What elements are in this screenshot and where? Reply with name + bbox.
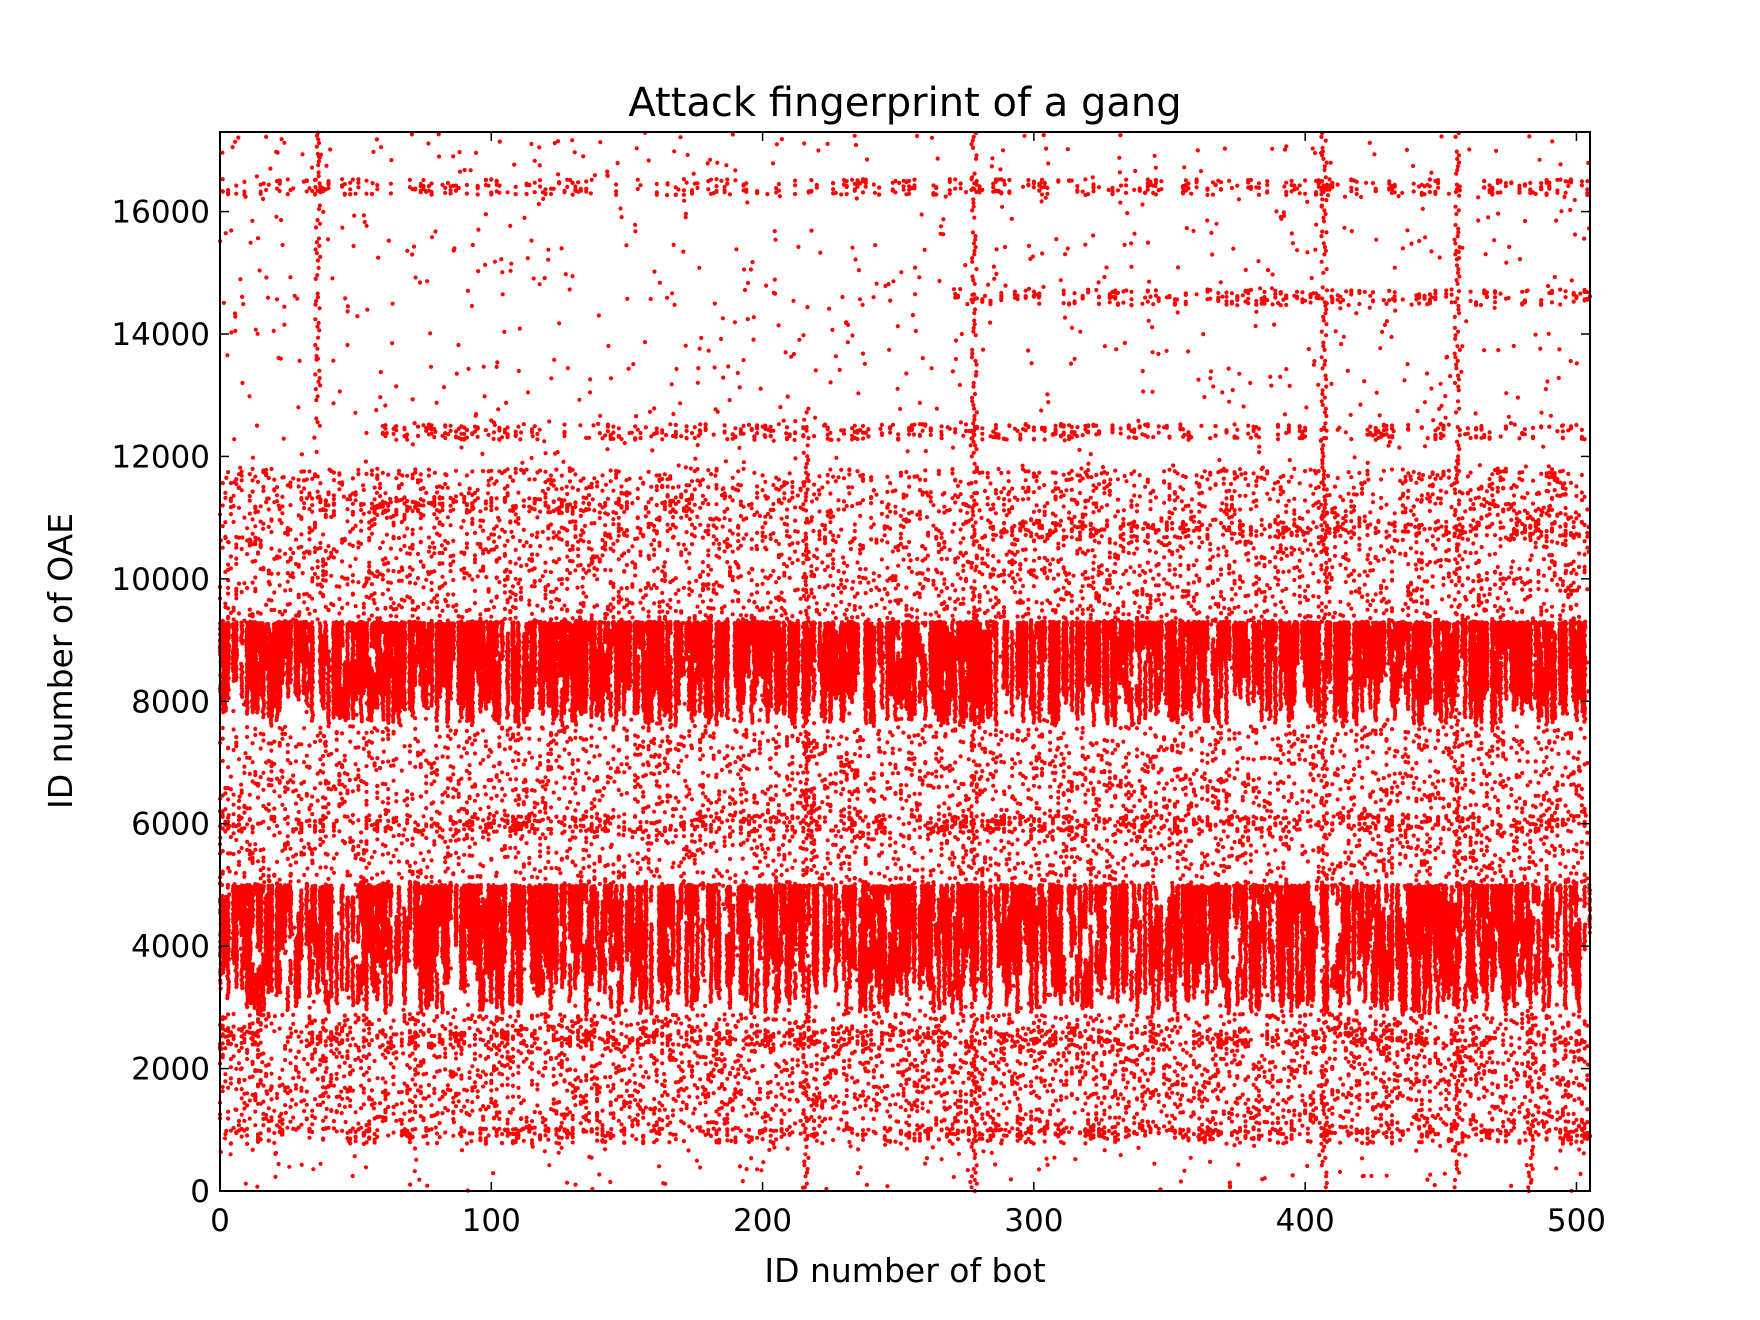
data-point — [324, 623, 328, 627]
data-point — [310, 620, 314, 624]
data-point — [234, 622, 238, 626]
data-point — [226, 621, 230, 625]
data-point — [266, 622, 270, 626]
data-point — [327, 649, 331, 653]
chart-title: Attack fingerprint of a gang — [628, 80, 1181, 126]
data-point — [261, 621, 265, 625]
data-point — [340, 622, 344, 626]
data-point — [239, 662, 243, 666]
data-point — [318, 621, 322, 625]
data-point — [320, 663, 324, 667]
